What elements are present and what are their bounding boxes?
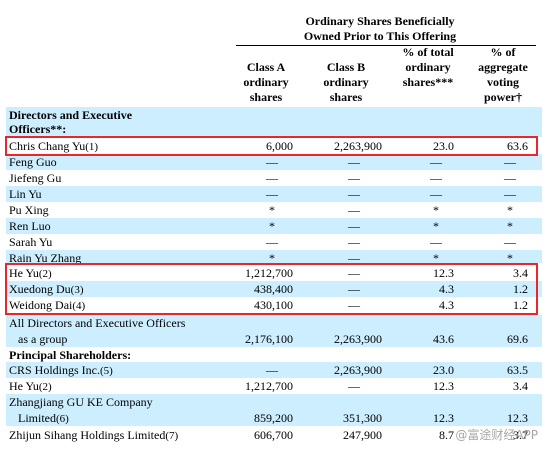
table-row: Lin Yu — — — — [6, 186, 542, 202]
section-header-principal: Principal Shareholders: [9, 348, 132, 362]
group-title: Ordinary Shares Beneficially Owned Prior… [303, 14, 457, 43]
table-row: Zhangjiang GU KE Company Limited(6) 859,… [6, 394, 542, 426]
table-row: Pu Xing * — * * [9, 203, 513, 217]
column-header-class-a: Class A ordinary shares [243, 60, 289, 104]
table-row: Weidong Dai(4) 430,100 — 4.3 1.2 [9, 298, 528, 312]
table-row: Feng Guo — — — — [6, 154, 542, 170]
highlight-box-chris [5, 136, 538, 156]
table-row: Zhijun Sihang Holdings Limited(7) 606,70… [9, 428, 528, 442]
watermark: @富途财经APP [455, 428, 538, 442]
table-row: Rain Yu Zhang * — * * [6, 250, 542, 265]
group-title-rule [236, 45, 536, 46]
table-row-group-total: All Directors and Executive Officers as … [6, 315, 542, 347]
table-row: Chris Chang Yu(1) 6,000 2,263,900 23.0 6… [9, 139, 528, 153]
column-header-pct-voting: % of aggregate voting power† [478, 45, 528, 104]
column-header-pct-total: % of total ordinary shares*** [402, 45, 454, 89]
highlight-box-individuals [5, 263, 538, 315]
table-row: He Yu(2) 1,212,700 — 12.3 3.4 [9, 266, 528, 280]
table-row: Jiefeng Gu — — — — [9, 171, 516, 185]
table-row: Sarah Yu — — — — [9, 235, 516, 249]
section-header-directors: Directors and Executive Officers**: [6, 107, 542, 137]
column-header-class-b: Class B ordinary shares [323, 60, 369, 104]
table-row: He Yu(2) 1,212,700 — 12.3 3.4 [9, 379, 528, 393]
table-row: Xuedong Du(3) 438,400 — 4.3 1.2 [6, 281, 542, 297]
table-row: Ren Luo * — * * [6, 218, 542, 234]
table-row: CRS Holdings Inc.(5) — 2,263,900 23.0 63… [6, 362, 542, 378]
